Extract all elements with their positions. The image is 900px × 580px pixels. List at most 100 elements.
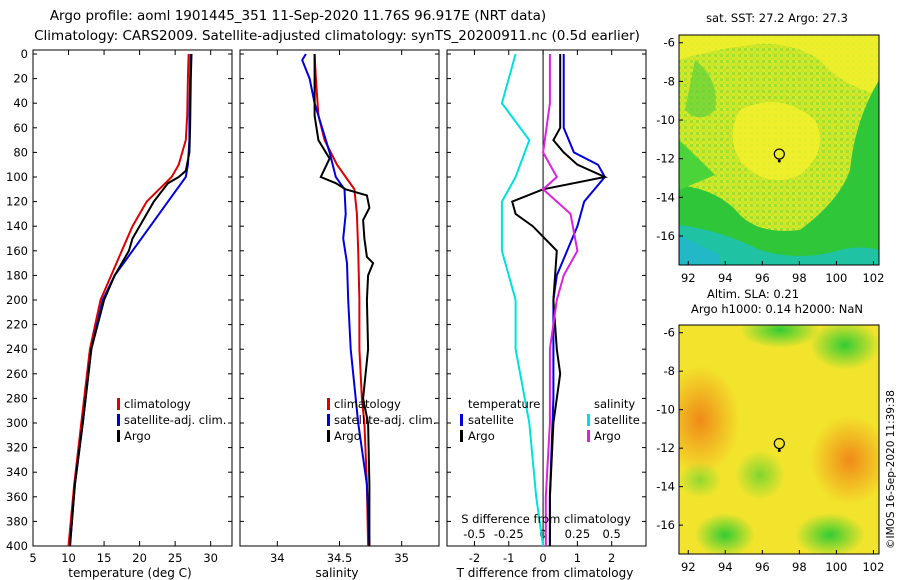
x-tick-label: -1 — [503, 551, 514, 565]
difference-series — [500, 53, 609, 547]
map-x-tick-label: 96 — [755, 560, 770, 574]
depth-axis: 0 20 40 60 80 100 120 140 160 180 200 220 240 260 280 3… — [6, 47, 646, 553]
s-diff-tick-label: 0 — [539, 527, 546, 541]
depth-tick-label: 260 — [6, 367, 28, 381]
depth-tick-label: 180 — [6, 268, 28, 282]
map-y-tick-label: -6 — [664, 36, 675, 50]
x-tick-label: 2 — [608, 551, 615, 565]
imos-watermark: ©IMOS 16-Sep-2020 11:39:38 — [885, 390, 897, 549]
diff-xlabel-top: S difference from climatology — [461, 512, 631, 526]
series-line-temperature-satellite — [548, 54, 607, 546]
legend-swatch-s-sat — [587, 414, 590, 426]
legend-s-satellite: satellite — [594, 413, 640, 427]
series-line-salinity-argo — [541, 54, 579, 546]
legend-argo: Argo — [124, 429, 151, 443]
series-line-argo — [69, 53, 193, 547]
legend-swatch-clim — [117, 398, 120, 410]
x-tick-label: 5 — [29, 551, 36, 565]
legend-swatch-t-sat — [460, 414, 463, 426]
x-tick-label: 34.5 — [327, 551, 353, 565]
map-y-tick-label: -6 — [664, 326, 675, 340]
sst-map-axis: 92 94 96 98 100 102 -6 -8 -10 -12 -14 -16 — [656, 36, 884, 285]
title-line2: Climatology: CARS2009. Satellite-adjuste… — [34, 28, 640, 44]
depth-tick-label: 300 — [6, 416, 28, 430]
temp-plot-frame — [32, 49, 233, 547]
legend-swatch-s-argo — [587, 430, 590, 442]
legend-t-satellite: satellite — [468, 413, 514, 427]
legend-swatch-clim — [327, 398, 330, 410]
map-y-tick-label: -12 — [656, 152, 675, 166]
map-y-tick-label: -10 — [656, 113, 675, 127]
legend-sat: satellite-adj. clim. — [334, 413, 436, 427]
salinity-series — [301, 53, 375, 547]
title-line1: Argo profile: aoml 1901445_351 11-Sep-20… — [50, 8, 546, 24]
legend-heading-temperature: temperature — [468, 397, 540, 411]
legend-swatch-sat — [327, 414, 330, 426]
depth-tick-label: 60 — [13, 121, 28, 135]
legend-swatch-argo — [327, 430, 330, 442]
legend-argo: Argo — [334, 429, 361, 443]
x-tick-label: 34 — [270, 551, 285, 565]
x-tick-label: 20 — [132, 551, 147, 565]
map-x-tick-label: 92 — [681, 271, 696, 285]
series-line-satellite-adj-clim- — [69, 53, 192, 547]
legend-swatch-t-argo — [460, 430, 463, 442]
x-tick-label: -2 — [469, 551, 480, 565]
x-tick-label: 15 — [97, 551, 112, 565]
depth-tick-label: 0 — [21, 47, 28, 61]
s-diff-tick-label: -0.25 — [494, 527, 524, 541]
sla-map-axis: 92 94 96 98 100 102 -6 -8 -10 -12 -14 -16 — [656, 326, 884, 574]
sla-map-title: Altim. SLA: 0.21 — [707, 287, 799, 301]
legend-clim: climatology — [124, 397, 191, 411]
map-y-tick-label: -12 — [656, 441, 675, 455]
map-y-tick-label: -16 — [656, 518, 675, 532]
x-tick-label: 35 — [394, 551, 409, 565]
depth-tick-label: 240 — [6, 342, 28, 356]
map-x-tick-label: 102 — [862, 560, 884, 574]
sla-map-frame — [678, 324, 880, 555]
legend-swatch-argo — [117, 430, 120, 442]
depth-tick-label: 200 — [6, 293, 28, 307]
series-line-satellite-adj-clim- — [301, 53, 371, 547]
legend-heading-salinity: salinity — [594, 397, 635, 411]
map-x-tick-label: 100 — [825, 271, 847, 285]
legend-sat: satellite-adj. clim. — [124, 413, 226, 427]
salinity-axis: 34 34.5 35 — [270, 50, 409, 565]
map-x-tick-label: 94 — [718, 271, 733, 285]
sal-xlabel: salinity — [315, 566, 358, 580]
sla-map — [679, 325, 879, 554]
legend-swatch-sat — [117, 414, 120, 426]
map-x-tick-label: 96 — [755, 271, 770, 285]
depth-tick-label: 140 — [6, 219, 28, 233]
x-tick-label: 30 — [203, 551, 218, 565]
depth-tick-label: 220 — [6, 318, 28, 332]
map-x-tick-label: 98 — [792, 271, 807, 285]
sst-map-title: sat. SST: 27.2 Argo: 27.3 — [706, 11, 848, 25]
map-x-tick-label: 100 — [825, 560, 847, 574]
sst-map-frame — [678, 34, 880, 266]
map-y-tick-label: -8 — [664, 364, 675, 378]
depth-tick-label: 80 — [13, 145, 28, 159]
diff-xlabel: T difference from climatology — [456, 566, 634, 580]
legend-clim: climatology — [334, 397, 401, 411]
depth-tick-label: 40 — [13, 96, 28, 110]
depth-tick-label: 340 — [6, 465, 28, 479]
depth-tick-label: 20 — [13, 72, 28, 86]
sst-map — [679, 35, 879, 265]
depth-tick-label: 120 — [6, 195, 28, 209]
map-y-tick-label: -14 — [656, 190, 675, 204]
depth-tick-label: 400 — [6, 539, 28, 553]
temperature-axis: 5 10 15 20 25 30 — [29, 50, 218, 565]
map-y-tick-label: -8 — [664, 74, 675, 88]
map-x-tick-label: 98 — [792, 560, 807, 574]
series-line-climatology — [67, 53, 190, 547]
difference-axis: -2 -1 0 1 2 -0.5 -0.25 0 0.25 0.5 — [463, 50, 621, 565]
sst-argo-marker — [773, 148, 785, 160]
temp-legend: climatology satellite-adj. clim. Argo — [117, 397, 226, 443]
x-tick-label: 10 — [61, 551, 76, 565]
temp-xlabel: temperature (deg C) — [68, 566, 191, 580]
map-y-tick-label: -16 — [656, 229, 675, 243]
depth-tick-label: 360 — [6, 490, 28, 504]
depth-tick-label: 100 — [6, 170, 28, 184]
